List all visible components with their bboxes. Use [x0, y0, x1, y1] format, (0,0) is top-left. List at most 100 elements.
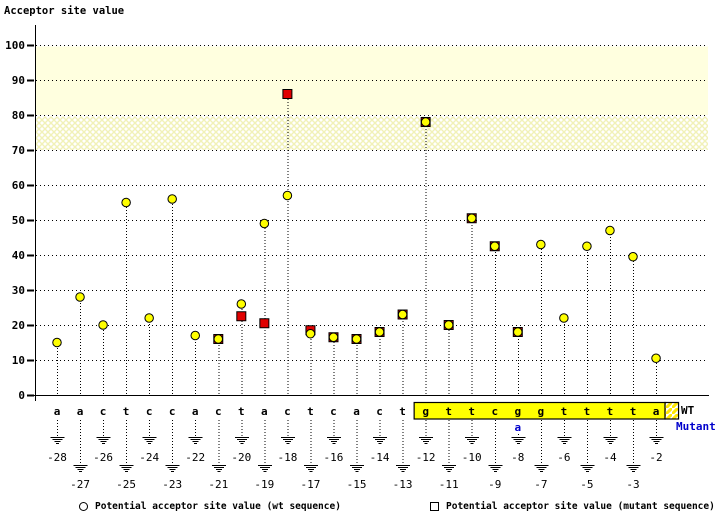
position-label: -25: [116, 478, 136, 491]
position-label: -16: [324, 451, 344, 464]
legend-mutant-label: Potential acceptor site value (mutant se…: [446, 501, 715, 512]
y-tick-label: 30: [12, 284, 25, 297]
position-label: -5: [580, 478, 593, 491]
wt-marker: [628, 252, 638, 262]
mut-marker: [236, 311, 247, 322]
base-letter: g: [514, 405, 521, 418]
wt-marker: [98, 320, 108, 330]
base-letter: t: [468, 405, 475, 418]
position-label: -7: [534, 478, 547, 491]
y-tick-label: 80: [12, 109, 25, 122]
position-label: -9: [488, 478, 501, 491]
wt-marker: [259, 218, 270, 229]
base-letter: c: [215, 405, 222, 418]
position-label: -2: [649, 451, 662, 464]
base-letter: t: [607, 405, 614, 418]
legend-item-wt: Potential acceptor site value (wt sequen…: [79, 501, 341, 512]
y-tick-label: 60: [12, 179, 25, 192]
mutant-row-label: Mutant: [676, 420, 716, 433]
wt-marker: [651, 353, 661, 363]
position-label: -20: [231, 451, 251, 464]
y-tick-label: 50: [12, 214, 25, 227]
position-label: -17: [301, 478, 321, 491]
base-letter: c: [169, 405, 176, 418]
y-tick-label: 40: [12, 249, 25, 262]
base-letter: c: [100, 405, 107, 418]
wt-marker: [282, 190, 293, 201]
base-letter: c: [146, 405, 153, 418]
wt-marker: [144, 313, 154, 323]
base-letter: c: [376, 405, 383, 418]
position-label: -26: [93, 451, 113, 464]
position-label: -4: [603, 451, 617, 464]
wt-marker: [605, 225, 615, 236]
y-tick-label: 70: [12, 144, 25, 157]
base-letter: t: [307, 405, 314, 418]
wt-marker: [582, 241, 592, 251]
wt-marker: [121, 197, 131, 208]
score-band-70-80: [36, 116, 708, 150]
legend-item-mutant: Potential acceptor site value (mutant se…: [430, 501, 715, 512]
wt-marker: [236, 299, 247, 309]
wt-marker: [466, 213, 477, 223]
acceptor-site-chart: 0 10 20 30 40 50 60 70 80 90 100 a -28 a -27 c -26 t -25 c -…: [5, 25, 709, 491]
base-letter: c: [284, 405, 291, 418]
mut-marker: [282, 89, 293, 99]
position-label: -8: [511, 451, 524, 464]
position-label: -27: [70, 478, 90, 491]
wt-marker: [52, 337, 62, 348]
position-label: -24: [139, 451, 159, 464]
base-letter: t: [123, 405, 130, 418]
mut-marker: [259, 318, 270, 329]
position-label: -22: [185, 451, 205, 464]
wt-marker: [559, 313, 569, 323]
wt-marker: [351, 334, 362, 344]
legend-wt-label: Potential acceptor site value (wt sequen…: [95, 501, 341, 512]
wt-marker: [536, 239, 546, 250]
base-letter: t: [445, 405, 452, 418]
y-tick-label: 100: [5, 39, 25, 52]
wt-marker: [420, 117, 431, 127]
base-letter: t: [584, 405, 591, 418]
position-label: -6: [557, 451, 570, 464]
position-label: -18: [277, 451, 297, 464]
base-letter: a: [192, 405, 199, 418]
position-label: -14: [370, 451, 390, 464]
position-label: -12: [416, 451, 436, 464]
wt-marker: [75, 292, 85, 302]
wt-marker: [443, 320, 454, 330]
wt-marker: [190, 330, 200, 341]
position-label: -28: [47, 451, 67, 464]
base-letter: c: [330, 405, 337, 418]
mutant-base-letter: a: [514, 421, 521, 434]
mutant-square-icon: [430, 502, 439, 511]
position-label: -10: [462, 451, 482, 464]
wt-marker: [513, 327, 523, 337]
wt-row-label: WT: [681, 404, 695, 417]
base-letter: a: [54, 405, 61, 418]
position-label: -13: [393, 478, 413, 491]
chart-title: Acceptor site value: [4, 5, 125, 17]
base-letter: g: [422, 405, 429, 418]
base-letter: t: [399, 405, 406, 418]
wt-marker: [374, 327, 385, 337]
base-letter: c: [491, 405, 498, 418]
wt-marker: [167, 194, 177, 204]
base-letter: a: [77, 405, 84, 418]
y-tick-label: 90: [12, 74, 25, 87]
position-label: -11: [439, 478, 459, 491]
base-letter: a: [353, 405, 360, 418]
base-letter: g: [538, 405, 545, 418]
wt-marker: [490, 241, 500, 251]
y-tick-label: 10: [12, 354, 25, 367]
wt-marker: [397, 309, 408, 320]
wt-marker: [328, 332, 339, 342]
sequence-box-end-hatch: [664, 401, 680, 420]
base-letter: a: [653, 405, 660, 418]
base-letter: t: [238, 405, 245, 418]
wt-circle-icon: [79, 502, 88, 511]
position-label: -3: [626, 478, 639, 491]
position-label: -23: [162, 478, 182, 491]
base-letter: t: [630, 405, 637, 418]
